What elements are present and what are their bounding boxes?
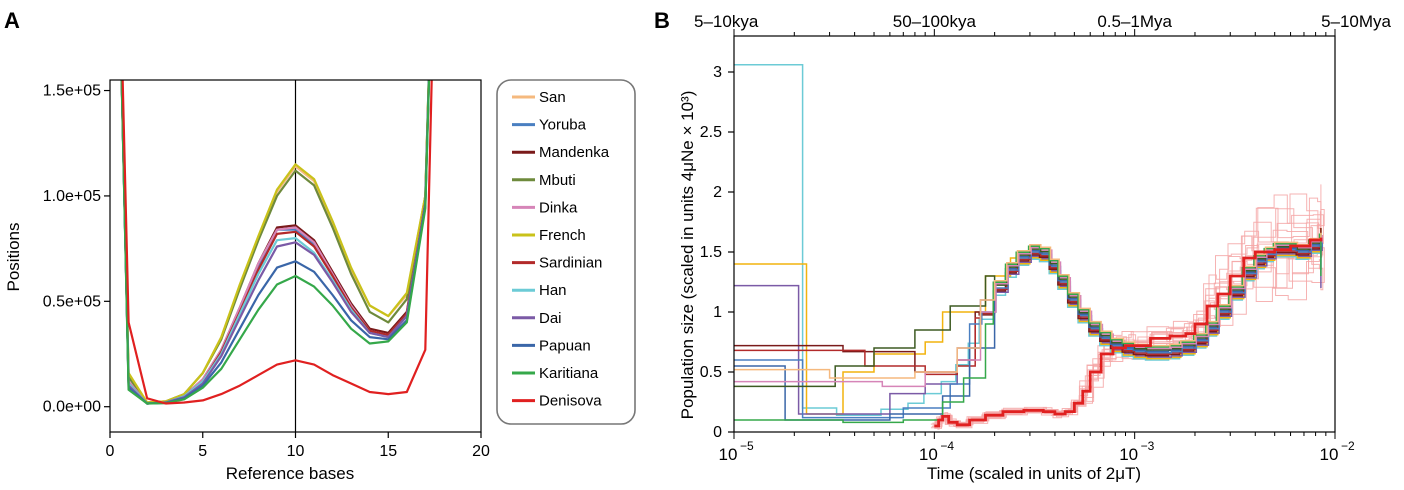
y-tick-label: 2: [713, 184, 722, 201]
x-tick-exponent: −2: [1341, 439, 1355, 453]
panel-b-xlabel: Time (scaled in units of 2μT): [927, 464, 1141, 483]
x-tick-label: 10: [287, 443, 305, 460]
panel-b-series: [734, 64, 1325, 430]
x-tick-label: 10: [719, 445, 738, 464]
x-tick-label: 5: [198, 443, 207, 460]
panel-a-series: [120, 80, 433, 405]
x-tick-exponent: −4: [940, 439, 954, 453]
panel-b-frame: [733, 35, 1336, 433]
panel-a-label: A: [4, 8, 20, 33]
x-tick-label: 10: [1119, 445, 1138, 464]
psmc-line-san: [734, 232, 1322, 379]
series-line-dinka: [120, 80, 430, 405]
denisova-bootstrap-line: [930, 197, 1322, 425]
series-line-french: [120, 80, 430, 404]
x-tick-label: 10: [919, 445, 938, 464]
y-tick-label: 0.5: [700, 364, 722, 381]
legend-label-mandenka: Mandenka: [539, 144, 610, 161]
series-line-han: [120, 80, 431, 405]
top-axis-label: 0.5–1Mya: [1097, 12, 1172, 31]
series-line-papuan: [120, 80, 431, 405]
panel-a-legend: San Yoruba Mandenka Mbuti Dinka French Sardini…: [496, 79, 636, 425]
y-tick-label: 1.0e+05: [43, 188, 101, 205]
y-tick-label: 1: [713, 304, 722, 321]
panel-a-xlabel: Reference bases: [226, 464, 355, 483]
series-line-karitiana: [120, 80, 431, 405]
psmc-line-dai: [734, 243, 1323, 415]
legend-label-han: Han: [539, 282, 567, 299]
series-line-mbuti: [120, 80, 430, 404]
legend-label-sardinian: Sardinian: [539, 255, 602, 272]
top-axis-label: 5–10kya: [694, 12, 759, 31]
x-tick-exponent: −5: [740, 439, 754, 453]
legend-label-karitiana: Karitiana: [539, 365, 599, 382]
series-line-denisova: [121, 80, 433, 405]
legend-label-dai: Dai: [539, 310, 562, 327]
psmc-line-denisova: [934, 237, 1323, 428]
x-tick-exponent: −3: [1141, 439, 1155, 453]
denisova-bootstrap-line: [937, 247, 1324, 428]
panel-a-plot: 0 5 10 15 20 0.0e+00 0.5e+05 1.0e+05 1.5e+05: [43, 79, 490, 460]
panel-b-ylabel: Population size (scaled in units 4μNe × …: [678, 91, 697, 420]
series-line-sardinian: [120, 80, 430, 405]
y-tick-label: 3: [713, 64, 722, 81]
panel-b-plot: 10 −5 10 −4 10 −3 10 −200.511.522.535–10kya 50–1…: [694, 12, 1392, 464]
legend-label-san: San: [539, 89, 566, 106]
x-tick-label: 10: [1320, 445, 1339, 464]
legend-box: [496, 79, 636, 425]
x-tick-label: 15: [379, 443, 397, 460]
series-line-dai: [120, 80, 431, 405]
series-line-san: [120, 80, 430, 404]
denisova-bootstrap-line: [932, 208, 1322, 427]
series-line-mandenka: [120, 80, 430, 405]
legend-label-denisova: Denisova: [539, 393, 602, 410]
x-tick-label: 0: [106, 443, 115, 460]
y-tick-label: 0: [713, 424, 722, 441]
series-line-yoruba: [120, 80, 430, 405]
psmc-line-han: [734, 64, 1321, 416]
denisova-bootstrap-line: [932, 193, 1322, 424]
legend-label-yoruba: Yoruba: [539, 117, 587, 134]
y-tick-label: 2.5: [700, 124, 722, 141]
legend-label-french: French: [539, 227, 586, 244]
top-axis-label: 50–100kya: [893, 12, 977, 31]
legend-label-papuan: Papuan: [539, 337, 591, 354]
y-tick-label: 0.0e+00: [43, 399, 101, 416]
y-tick-label: 1.5e+05: [43, 83, 101, 100]
x-tick-label: 20: [472, 443, 490, 460]
panel-b-label: B: [654, 8, 670, 33]
top-axis-label: 5–10Mya: [1321, 12, 1391, 31]
y-tick-label: 1.5: [700, 244, 722, 261]
panel-a-ylabel: Positions: [4, 223, 23, 292]
legend-label-mbuti: Mbuti: [539, 172, 576, 189]
psmc-line-yoruba: [734, 239, 1323, 419]
y-tick-label: 0.5e+05: [43, 293, 101, 310]
legend-label-dinka: Dinka: [539, 199, 578, 216]
